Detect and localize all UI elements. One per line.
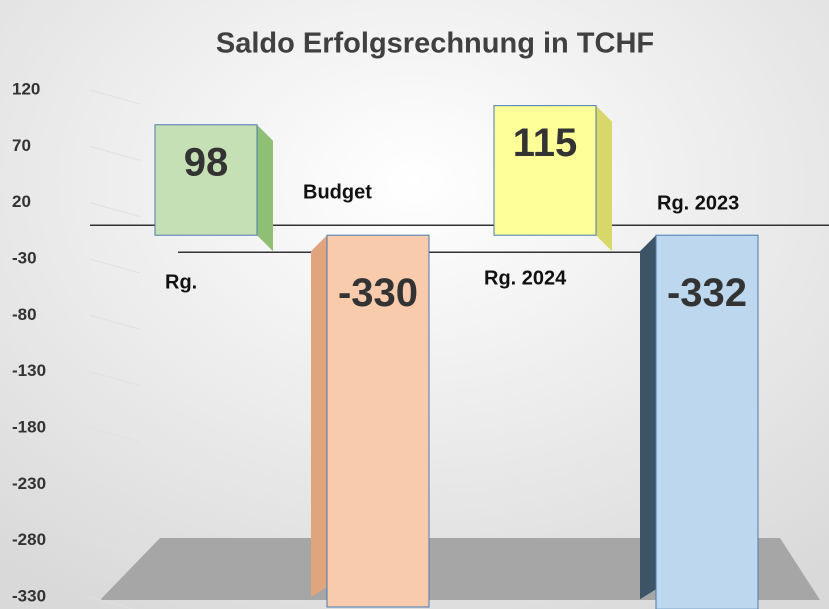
chart-title: Saldo Erfolgsrechnung in TCHF [216,28,654,60]
y-tick-label: 70 [12,136,31,155]
bar [493,105,597,236]
bar [154,124,258,236]
grid-line [89,483,141,499]
bar-side [311,235,327,597]
y-tick-label: -330 [12,586,46,605]
y-tick-label: -30 [12,248,37,267]
category-label: Rg. 2023 [657,192,739,214]
grid-line [89,89,141,105]
y-tick-label: -180 [12,417,46,436]
y-tick-label: -80 [12,305,37,324]
bar-side [596,105,612,252]
grid-line [89,258,141,274]
value-label: -332 [667,271,747,315]
y-tick-label: -230 [12,474,46,493]
grid-line [89,145,141,161]
y-tick-label: 120 [12,79,40,98]
y-tick-label: -130 [12,361,46,380]
bar [326,234,430,608]
category-label: Rg. [165,271,197,293]
category-label: Budget [303,181,372,203]
y-tick-label: 20 [12,192,31,211]
bar-side [640,235,656,600]
bar [655,234,759,609]
bar-side [257,124,273,252]
grid-line [89,427,141,443]
value-label: -330 [338,271,418,315]
value-label: 115 [513,121,578,165]
category-label: Rg. 2024 [484,267,567,289]
grid-line [89,371,141,387]
value-label: 98 [184,140,229,184]
grid-line [89,202,141,218]
grid-line [89,314,141,330]
y-tick-label: -280 [12,530,46,549]
grid-line [89,540,141,556]
